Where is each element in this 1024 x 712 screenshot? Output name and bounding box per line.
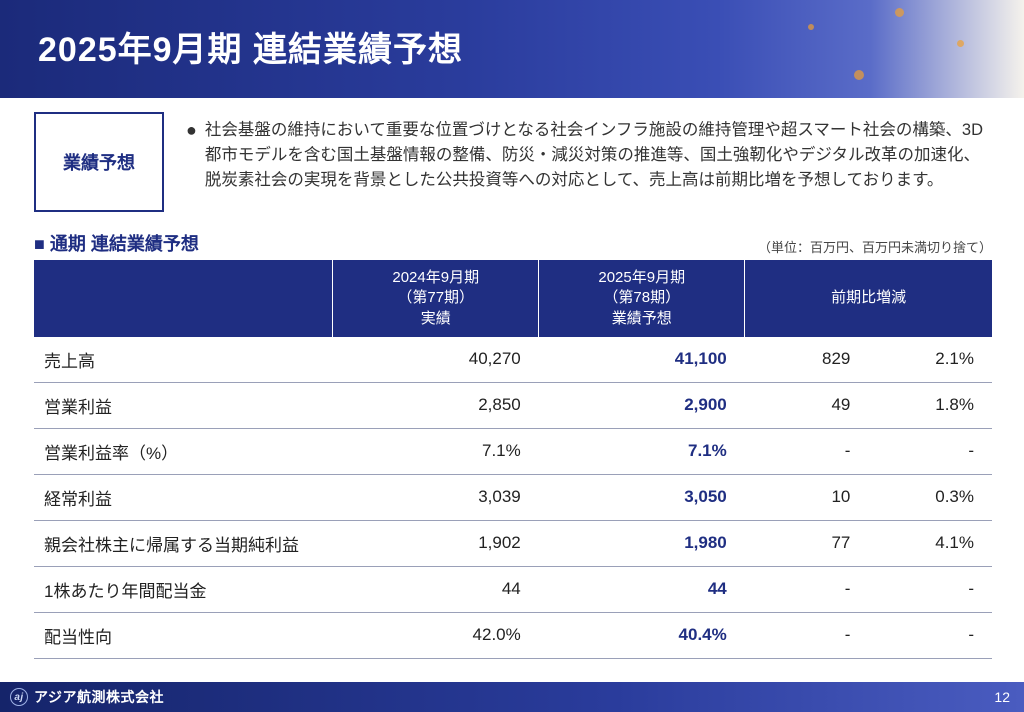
row-forecast: 40.4% [539,612,745,658]
row-label: 親会社株主に帰属する当期純利益 [34,520,333,566]
decoration-node [808,24,814,30]
forecast-box-label: 業績予想 [34,112,164,212]
row-label: 売上高 [34,337,333,383]
table-row: 親会社株主に帰属する当期純利益1,9021,980774.1% [34,520,992,566]
table-row: 売上高40,27041,1008292.1% [34,337,992,383]
row-diff: 10 [745,474,869,520]
col-diff: 前期比増減 [745,260,992,337]
row-label: 配当性向 [34,612,333,658]
row-forecast: 1,980 [539,520,745,566]
company-name: アジア航測株式会社 [34,687,164,707]
table-row: 1株あたり年間配当金4444-- [34,566,992,612]
decoration-node [957,40,964,47]
row-forecast: 2,900 [539,382,745,428]
row-forecast: 7.1% [539,428,745,474]
row-diff: 49 [745,382,869,428]
slide-header: 2025年9月期 連結業績予想 [0,0,1024,98]
bullet-icon: ● [186,118,197,192]
page-number: 12 [994,689,1010,705]
row-diff: - [745,566,869,612]
intro-bullet: ● 社会基盤の維持において重要な位置づけとなる社会インフラ施設の維持管理や超スマ… [186,112,992,192]
col-forecast: 2025年9月期 （第78期） 業績予想 [539,260,745,337]
row-pct: 4.1% [868,520,992,566]
row-label: 経常利益 [34,474,333,520]
row-diff: - [745,612,869,658]
table-row: 配当性向42.0%40.4%-- [34,612,992,658]
col-blank [34,260,333,337]
unit-note: （単位：百万円、百万円未満切り捨て） [758,237,992,256]
table-row: 営業利益2,8502,900491.8% [34,382,992,428]
row-forecast: 41,100 [539,337,745,383]
table-row: 営業利益率（%）7.1%7.1%-- [34,428,992,474]
table-row: 経常利益3,0393,050100.3% [34,474,992,520]
row-actual: 42.0% [333,612,539,658]
row-pct: 1.8% [868,382,992,428]
slide-footer: aj アジア航測株式会社 12 [0,682,1024,712]
row-actual: 44 [333,566,539,612]
intro-text: 社会基盤の維持において重要な位置づけとなる社会インフラ施設の維持管理や超スマート… [205,118,992,192]
row-actual: 2,850 [333,382,539,428]
row-actual: 40,270 [333,337,539,383]
row-actual: 3,039 [333,474,539,520]
col-actual: 2024年9月期 （第77期） 実績 [333,260,539,337]
decoration-node [895,8,904,17]
row-pct: - [868,612,992,658]
intro-row: 業績予想 ● 社会基盤の維持において重要な位置づけとなる社会インフラ施設の維持管… [34,112,992,212]
row-diff: 829 [745,337,869,383]
row-actual: 1,902 [333,520,539,566]
row-label: 1株あたり年間配当金 [34,566,333,612]
row-label: 営業利益率（%） [34,428,333,474]
page-title: 2025年9月期 連結業績予想 [38,22,1024,71]
forecast-table: 2024年9月期 （第77期） 実績 2025年9月期 （第78期） 業績予想 … [34,260,992,659]
decoration-node [854,70,864,80]
row-forecast: 3,050 [539,474,745,520]
company-logo-icon: aj [10,688,28,706]
row-diff: - [745,428,869,474]
row-diff: 77 [745,520,869,566]
row-forecast: 44 [539,566,745,612]
row-pct: - [868,566,992,612]
row-actual: 7.1% [333,428,539,474]
row-pct: 0.3% [868,474,992,520]
row-pct: 2.1% [868,337,992,383]
row-pct: - [868,428,992,474]
row-label: 営業利益 [34,382,333,428]
section-title: 通期 連結業績予想 [34,230,199,256]
